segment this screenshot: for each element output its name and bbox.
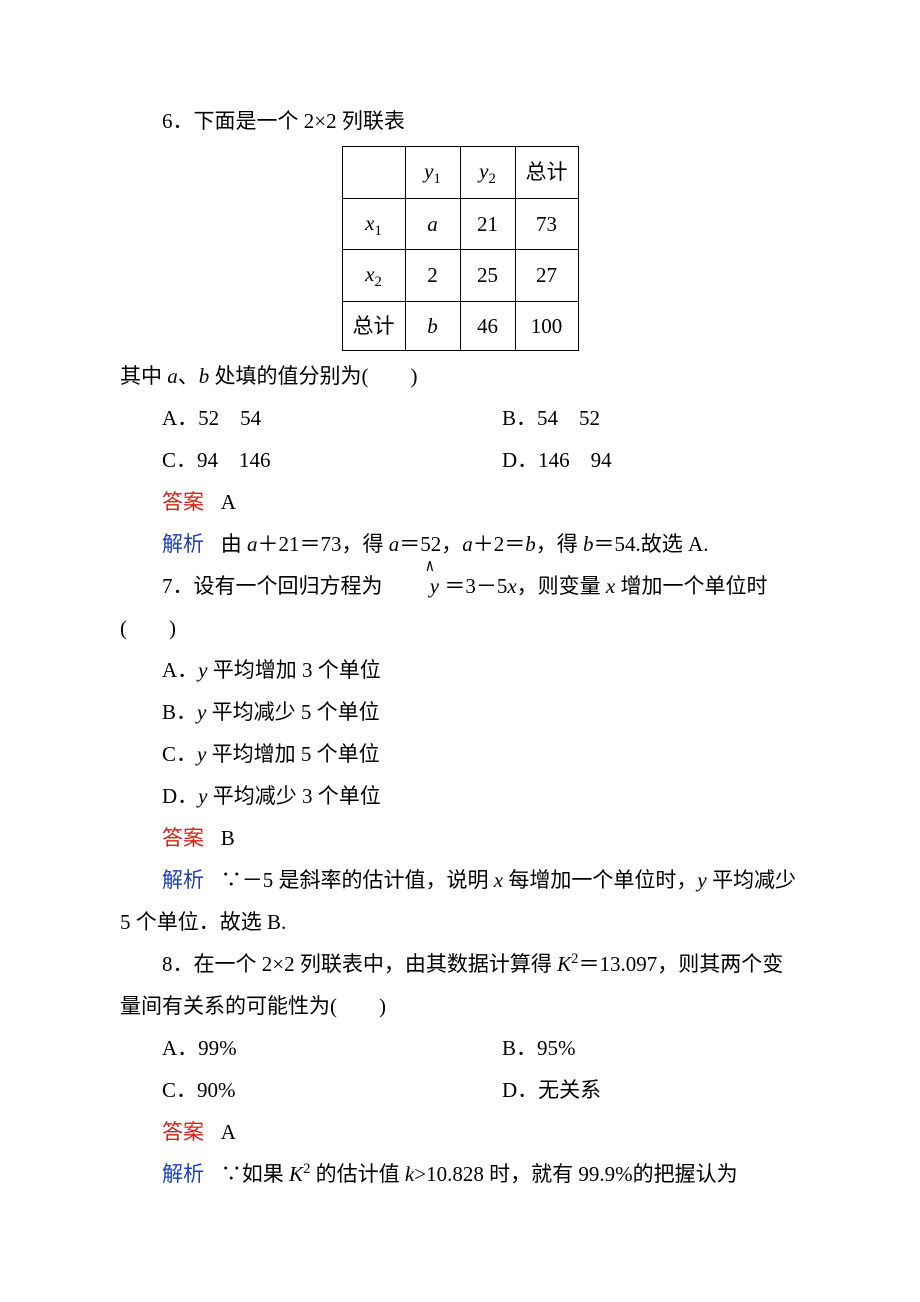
q7-optC: C．y 平均增加 5 个单位 [120, 733, 800, 775]
q6-optC: C．94 146 [120, 439, 460, 481]
q6-options-row1: A．52 54 B．54 52 [120, 397, 800, 439]
table-cell: 2 [405, 250, 460, 302]
q7-stem-part2: ＝3－5x，则变量 x 增加一个单位时 [439, 574, 767, 598]
analysis-label: 解析 [162, 1162, 204, 1186]
q7-optA: A．y 平均增加 3 个单位 [120, 649, 800, 691]
table-row: x2 2 25 27 [342, 250, 578, 302]
answer-label: 答案 [162, 1120, 204, 1144]
q6-options-row2: C．94 146 D．146 94 [120, 439, 800, 481]
q6-answer: 答案 A [120, 481, 800, 523]
q7-answer: 答案 B [120, 817, 800, 859]
table-cell: y2 [460, 147, 515, 199]
q8-options-row1: A．99% B．95% [120, 1027, 800, 1069]
table-cell: 46 [460, 301, 515, 350]
q6-table: y1 y2 总计 x1 a 21 73 x2 2 25 27 总计 b 46 1… [342, 146, 579, 351]
table-cell: 总计 [342, 301, 405, 350]
q6-optB: B．54 52 [460, 397, 800, 439]
q7-paren: ( ) [120, 607, 800, 649]
table-row: 总计 b 46 100 [342, 301, 578, 350]
q8-optA: A．99% [120, 1027, 460, 1069]
q8-optD: D．无关系 [460, 1069, 800, 1111]
answer-value: A [221, 1120, 236, 1144]
q8-options-row2: C．90% D．无关系 [120, 1069, 800, 1111]
q8-optB: B．95% [460, 1027, 800, 1069]
y-hat-symbol: y [388, 565, 439, 607]
q8-optC: C．90% [120, 1069, 460, 1111]
q7-stem-part1: 7．设有一个回归方程为 [162, 574, 388, 598]
table-row: y1 y2 总计 [342, 147, 578, 199]
q6-aftertable: 其中 a、b 处填的值分别为( ) [120, 355, 800, 397]
q7-optD: D．y 平均减少 3 个单位 [120, 775, 800, 817]
table-cell: 25 [460, 250, 515, 302]
q6-analysis: 解析由 a＋21＝73，得 a＝52，a＋2＝b，得 b＝54.故选 A. [120, 523, 800, 565]
q7-analysis: 解析∵－5 是斜率的估计值，说明 x 每增加一个单位时，y 平均减少 5 个单位… [120, 859, 800, 943]
q6-optA: A．52 54 [120, 397, 460, 439]
table-cell [342, 147, 405, 199]
table-cell: 27 [515, 250, 578, 302]
answer-label: 答案 [162, 826, 204, 850]
q8-stem: 8．在一个 2×2 列联表中，由其数据计算得 K2＝13.097，则其两个变量间… [120, 943, 800, 1027]
table-cell: 73 [515, 198, 578, 250]
q8-analysis: 解析∵如果 K2 的估计值 k>10.828 时，就有 99.9%的把握认为 [120, 1153, 800, 1195]
q7-stem: 7．设有一个回归方程为 y ＝3－5x，则变量 x 增加一个单位时 [120, 565, 800, 607]
q6-stem: 6．下面是一个 2×2 列联表 [120, 100, 800, 142]
table-cell: 总计 [515, 147, 578, 199]
analysis-label: 解析 [162, 868, 204, 892]
table-cell: x2 [342, 250, 405, 302]
table-cell: y1 [405, 147, 460, 199]
q6-optD: D．146 94 [460, 439, 800, 481]
q7-optB: B．y 平均减少 5 个单位 [120, 691, 800, 733]
analysis-label: 解析 [162, 532, 204, 556]
table-cell: a [405, 198, 460, 250]
table-cell: 21 [460, 198, 515, 250]
q6-table-wrap: y1 y2 总计 x1 a 21 73 x2 2 25 27 总计 b 46 1… [120, 146, 800, 351]
table-row: x1 a 21 73 [342, 198, 578, 250]
table-cell: x1 [342, 198, 405, 250]
answer-value: B [221, 826, 235, 850]
answer-label: 答案 [162, 490, 204, 514]
q8-answer: 答案 A [120, 1111, 800, 1153]
table-cell: b [405, 301, 460, 350]
table-cell: 100 [515, 301, 578, 350]
answer-value: A [221, 490, 236, 514]
